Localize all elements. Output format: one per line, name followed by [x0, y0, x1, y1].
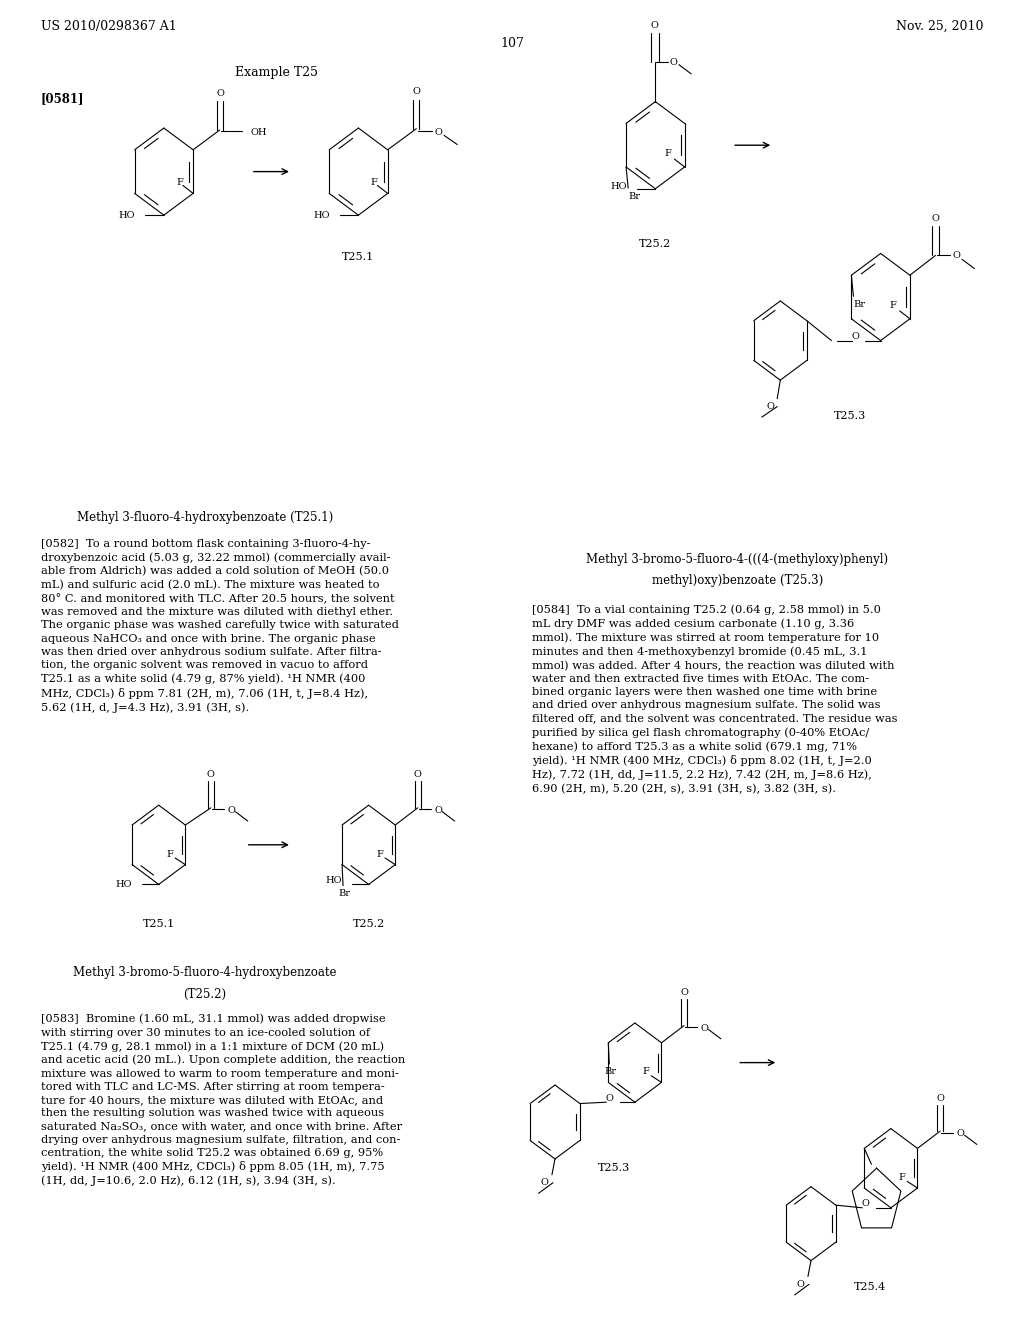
Text: F: F	[890, 301, 897, 310]
Text: O: O	[541, 1179, 549, 1187]
Text: Methyl 3-bromo-5-fluoro-4-(((4-(methyloxy)phenyl): Methyl 3-bromo-5-fluoro-4-(((4-(methylox…	[586, 553, 889, 566]
Text: [0581]: [0581]	[41, 92, 84, 106]
Text: HO: HO	[119, 211, 135, 219]
Text: O: O	[413, 87, 420, 96]
Text: Br: Br	[604, 1068, 616, 1076]
Text: Nov. 25, 2010: Nov. 25, 2010	[896, 20, 983, 33]
Text: Example T25: Example T25	[234, 66, 318, 79]
Text: O: O	[766, 403, 774, 411]
Text: T25.3: T25.3	[834, 411, 866, 421]
Text: O: O	[936, 1094, 944, 1102]
Text: Br: Br	[628, 191, 640, 201]
Text: O: O	[435, 128, 442, 137]
Text: T25.1: T25.1	[142, 919, 175, 929]
Text: O: O	[851, 333, 859, 341]
Text: HO: HO	[610, 182, 627, 190]
Text: F: F	[898, 1173, 905, 1181]
Text: F: F	[376, 850, 383, 858]
Text: Methyl 3-bromo-5-fluoro-4-hydroxybenzoate: Methyl 3-bromo-5-fluoro-4-hydroxybenzoat…	[73, 966, 337, 979]
Text: F: F	[665, 149, 672, 158]
Text: [0582]  To a round bottom flask containing 3-fluoro-4-hy-
droxybenzoic acid (5.0: [0582] To a round bottom flask containin…	[41, 539, 398, 713]
Text: O: O	[670, 58, 678, 66]
Text: T25.2: T25.2	[352, 919, 385, 929]
Text: O: O	[227, 807, 236, 814]
Text: [0583]  Bromine (1.60 mL, 31.1 mmol) was added dropwise
with stirring over 30 mi: [0583] Bromine (1.60 mL, 31.1 mmol) was …	[41, 1014, 406, 1187]
Text: HO: HO	[313, 211, 330, 219]
Text: 107: 107	[500, 37, 524, 50]
Text: O: O	[956, 1130, 965, 1138]
Text: O: O	[650, 21, 658, 29]
Text: T25.3: T25.3	[598, 1163, 631, 1173]
Text: Methyl 3-fluoro-4-hydroxybenzoate (T25.1): Methyl 3-fluoro-4-hydroxybenzoate (T25.1…	[77, 511, 333, 524]
Text: O: O	[932, 214, 939, 223]
Text: O: O	[605, 1094, 613, 1102]
Text: O: O	[217, 88, 224, 98]
Text: O: O	[700, 1024, 709, 1032]
Text: O: O	[680, 989, 688, 997]
Text: US 2010/0298367 A1: US 2010/0298367 A1	[41, 20, 177, 33]
Text: F: F	[176, 178, 183, 187]
Text: O: O	[861, 1200, 869, 1208]
Text: F: F	[166, 850, 173, 858]
Text: HO: HO	[326, 876, 342, 884]
Text: (T25.2): (T25.2)	[183, 987, 226, 1001]
Text: O: O	[434, 807, 442, 814]
Text: T25.2: T25.2	[639, 239, 672, 249]
Text: T25.1: T25.1	[342, 252, 375, 263]
Text: T25.4: T25.4	[854, 1282, 887, 1292]
Text: O: O	[797, 1280, 805, 1288]
Text: HO: HO	[116, 880, 132, 888]
Text: O: O	[207, 771, 215, 779]
Text: O: O	[952, 251, 959, 260]
Text: methyl)oxy)benzoate (T25.3): methyl)oxy)benzoate (T25.3)	[651, 574, 823, 587]
Text: Br: Br	[338, 890, 350, 898]
Text: OH: OH	[251, 128, 267, 137]
Text: O: O	[414, 771, 422, 779]
Text: [0584]  To a vial containing T25.2 (0.64 g, 2.58 mmol) in 5.0
mL dry DMF was add: [0584] To a vial containing T25.2 (0.64 …	[532, 605, 898, 793]
Text: F: F	[371, 178, 378, 187]
Text: Br: Br	[853, 300, 865, 309]
Text: F: F	[642, 1068, 649, 1076]
